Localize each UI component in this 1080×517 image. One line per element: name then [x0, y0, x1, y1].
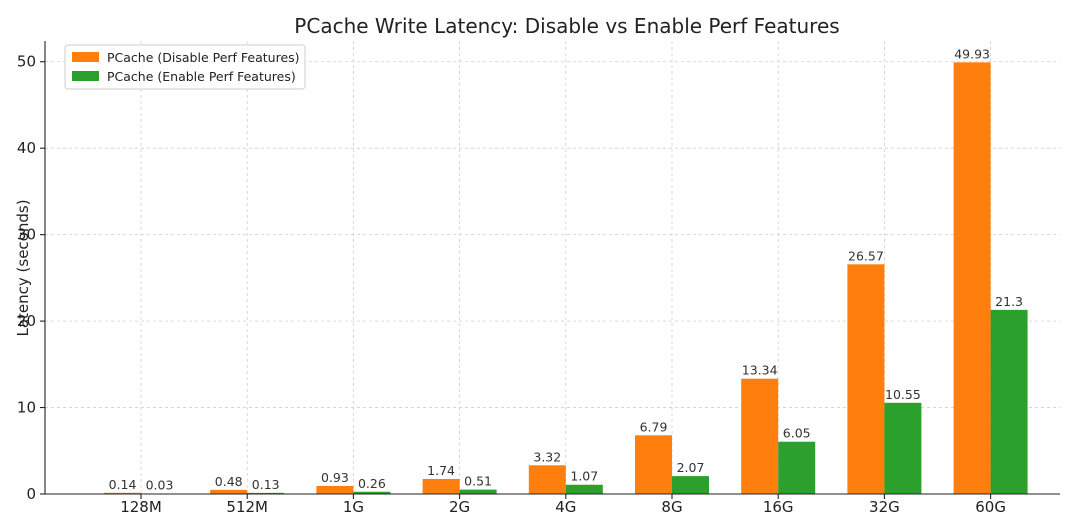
bar-disable-perf — [953, 62, 991, 495]
axis-layer: 0 10 20 30 40 50 128M 512M 1G 2G 4G 8G 16G 32G 60G — [17, 41, 1060, 516]
y-tick-label: 50 — [17, 53, 36, 71]
data-label: 6.05 — [783, 426, 811, 441]
legend-label: PCache (Enable Perf Features) — [107, 69, 296, 84]
bar-enable-perf — [990, 309, 1028, 494]
x-tick-label: 60G — [975, 498, 1006, 516]
data-label: 6.79 — [640, 419, 668, 434]
legend-swatch — [72, 71, 99, 81]
x-tick-label: 32G — [869, 498, 900, 516]
data-label: 0.13 — [252, 477, 280, 492]
data-label: 1.07 — [570, 469, 598, 484]
x-tick-label: 8G — [661, 498, 682, 516]
y-tick-label: 20 — [17, 312, 36, 330]
y-tick-label: 10 — [17, 399, 36, 417]
x-tick-label: 4G — [555, 498, 576, 516]
data-label: 0.26 — [358, 476, 386, 491]
bar-enable-perf — [353, 491, 391, 494]
legend-frame — [64, 44, 306, 90]
data-label: 1.74 — [427, 463, 455, 478]
y-tick-label: 30 — [17, 226, 36, 244]
y-axis-label: Latency (seconds) — [14, 199, 32, 336]
bar-disable-perf — [422, 478, 460, 494]
data-label: 3.32 — [533, 449, 561, 464]
bar-disable-perf — [847, 264, 885, 494]
data-label: 0.03 — [146, 478, 174, 493]
chart-title: PCache Write Latency: Disable vs Enable … — [294, 14, 839, 38]
bar-enable-perf — [565, 484, 603, 494]
data-label: 2.07 — [677, 460, 705, 475]
data-label: 10.55 — [885, 387, 921, 402]
data-label: 21.3 — [995, 294, 1023, 309]
bar-enable-perf — [459, 489, 497, 494]
data-label: 49.93 — [954, 46, 990, 61]
bar-layer — [104, 62, 1028, 495]
bar-enable-perf — [884, 402, 922, 494]
bar-disable-perf — [741, 378, 779, 494]
data-label: 0.51 — [464, 474, 492, 489]
bar-disable-perf — [316, 485, 354, 494]
bar-disable-perf — [210, 489, 248, 494]
y-tick-label: 40 — [17, 139, 36, 157]
data-label: 0.93 — [321, 470, 349, 485]
x-tick-label: 16G — [763, 498, 794, 516]
bar-enable-perf — [672, 476, 709, 494]
legend: PCache (Disable Perf Features) PCache (En… — [64, 44, 306, 90]
bar-enable-perf — [778, 441, 816, 494]
y-tick-label: 0 — [26, 485, 36, 503]
bar-enable-perf — [247, 492, 285, 494]
bar-disable-perf — [635, 435, 672, 494]
bar-disable-perf — [528, 465, 566, 494]
x-tick-label: 512M — [226, 498, 268, 516]
data-label-layer: 0.14 0.48 0.93 1.74 3.32 6.79 13.34 26.57 49.93 0… — [109, 46, 1023, 492]
data-label: 13.34 — [742, 363, 778, 378]
x-tick-label: 2G — [449, 498, 470, 516]
data-label: 0.48 — [215, 474, 243, 489]
legend-label: PCache (Disable Perf Features) — [107, 50, 300, 65]
x-tick-label: 1G — [343, 498, 364, 516]
data-label: 26.57 — [848, 248, 884, 263]
data-label: 0.14 — [109, 477, 137, 492]
bar-disable-perf — [104, 492, 141, 494]
x-tick-label: 128M — [120, 498, 162, 516]
legend-swatch — [72, 52, 99, 62]
